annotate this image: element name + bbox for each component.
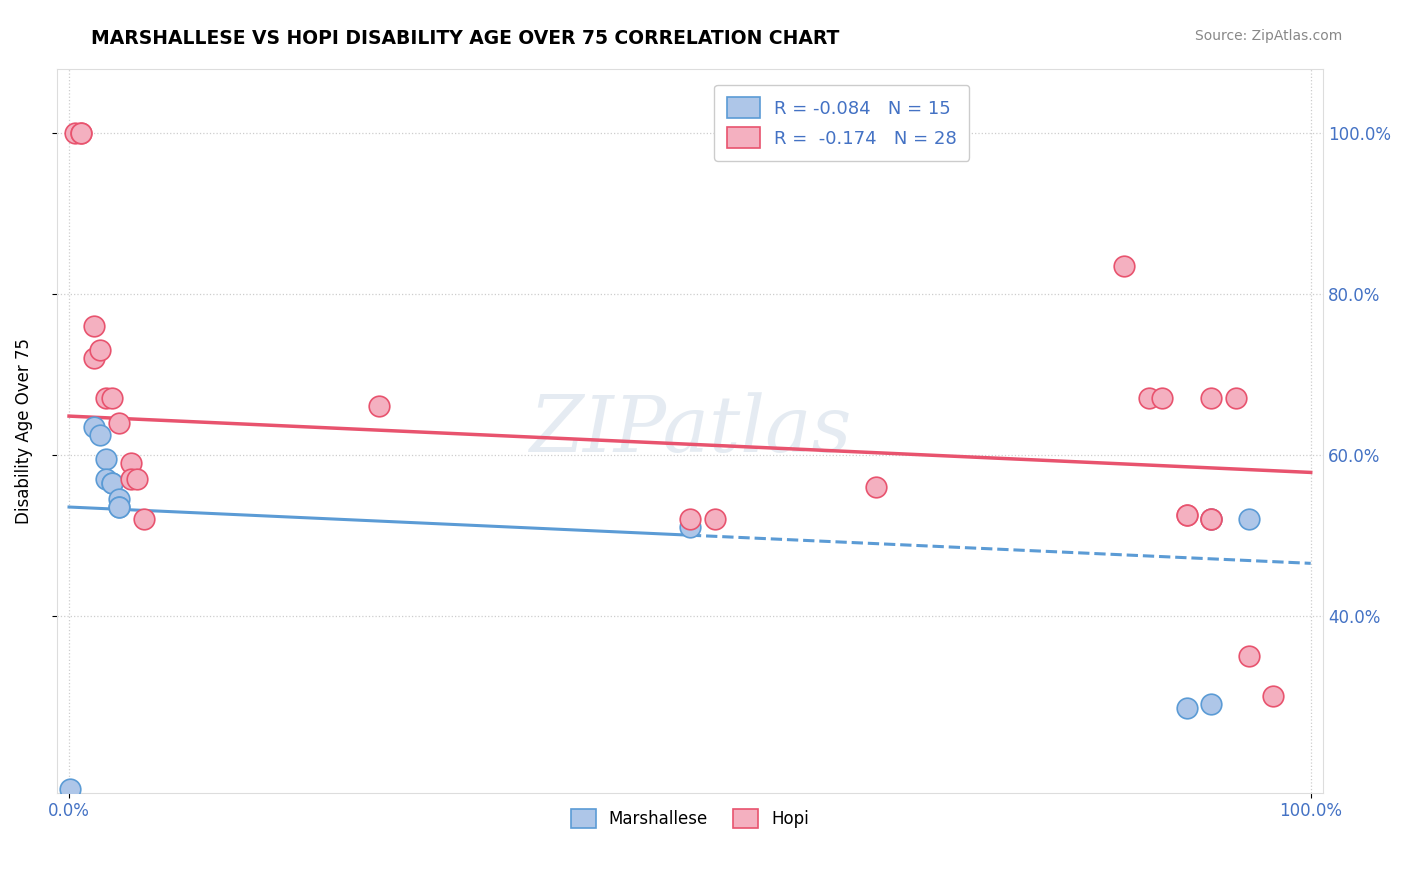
Text: Source: ZipAtlas.com: Source: ZipAtlas.com	[1195, 29, 1343, 44]
Point	[83, 351, 105, 366]
Point	[1137, 392, 1160, 406]
Point	[1201, 512, 1223, 526]
Legend: Marshallese, Hopi: Marshallese, Hopi	[564, 803, 815, 835]
Point	[1201, 512, 1223, 526]
Point	[1175, 508, 1198, 522]
Point	[89, 427, 111, 442]
Point	[1263, 689, 1285, 703]
Point	[1237, 648, 1260, 663]
Point	[70, 126, 93, 140]
Point	[96, 392, 118, 406]
Point	[83, 318, 105, 333]
Point	[703, 512, 725, 526]
Point	[120, 456, 142, 470]
Point	[1237, 512, 1260, 526]
Point	[120, 472, 142, 486]
Point	[65, 126, 87, 140]
Point	[107, 500, 129, 514]
Point	[96, 451, 118, 466]
Point	[865, 480, 887, 494]
Point	[1225, 392, 1247, 406]
Point	[679, 520, 702, 534]
Point	[107, 416, 129, 430]
Point	[83, 419, 105, 434]
Point	[1175, 701, 1198, 715]
Point	[1201, 697, 1223, 711]
Point	[59, 781, 82, 796]
Point	[101, 475, 124, 490]
Point	[101, 475, 124, 490]
Y-axis label: Disability Age Over 75: Disability Age Over 75	[15, 337, 32, 524]
Point	[107, 500, 129, 514]
Point	[679, 512, 702, 526]
Point	[368, 400, 391, 414]
Point	[1114, 259, 1136, 273]
Point	[70, 126, 93, 140]
Point	[107, 491, 129, 506]
Text: ZIPatlas: ZIPatlas	[529, 392, 851, 468]
Point	[1175, 508, 1198, 522]
Point	[1201, 512, 1223, 526]
Point	[101, 392, 124, 406]
Text: MARSHALLESE VS HOPI DISABILITY AGE OVER 75 CORRELATION CHART: MARSHALLESE VS HOPI DISABILITY AGE OVER …	[91, 29, 839, 48]
Point	[132, 512, 155, 526]
Point	[96, 472, 118, 486]
Point	[1150, 392, 1173, 406]
Point	[89, 343, 111, 358]
Point	[127, 472, 149, 486]
Point	[1201, 392, 1223, 406]
